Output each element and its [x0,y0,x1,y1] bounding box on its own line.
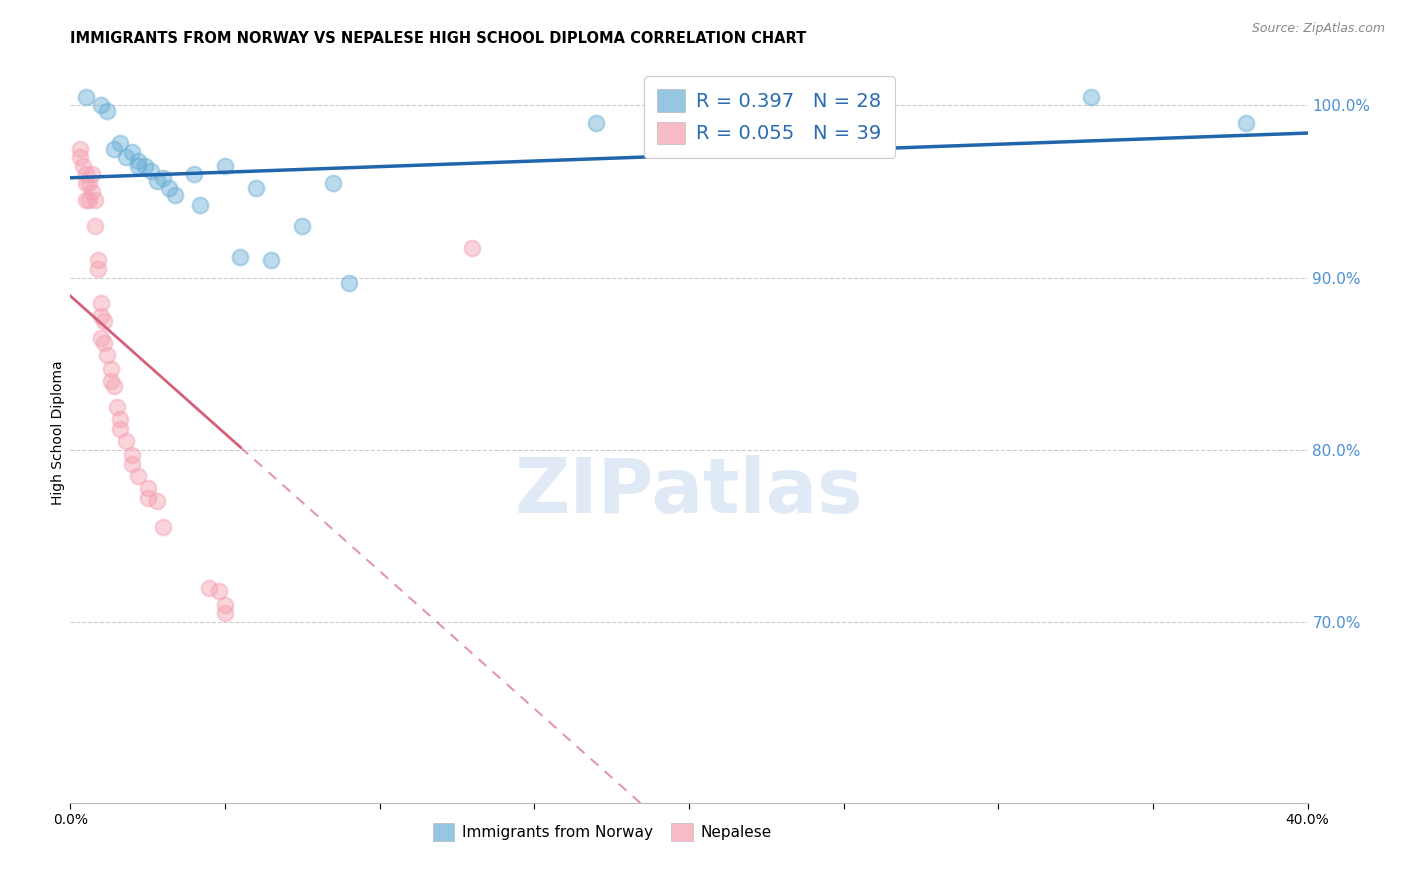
Point [198,581,221,595]
Point [157,181,180,195]
Point [100,374,122,388]
Point [103,379,125,393]
Point [165,188,187,202]
Point [75,176,97,190]
Point [84,193,107,207]
Point [188,198,211,212]
Point [80,185,103,199]
Point [1234,116,1257,130]
Point [103,142,125,156]
Point [77,193,100,207]
Point [69,142,91,156]
Point [1080,90,1102,104]
Point [337,276,360,290]
Point [108,412,131,426]
Point [90,98,112,112]
Point [322,176,344,190]
Point [87,262,110,277]
Point [152,520,174,534]
Point [100,362,122,376]
Point [146,494,169,508]
Point [93,314,115,328]
Point [80,167,103,181]
Point [146,174,169,188]
Point [134,159,156,173]
Point [208,584,231,599]
Point [69,150,91,164]
Point [127,159,149,173]
Point [214,607,236,621]
Point [75,90,97,104]
Point [127,468,149,483]
Point [585,116,607,130]
Point [121,457,143,471]
Point [72,159,94,173]
Point [115,434,138,449]
Point [139,164,162,178]
Point [93,336,115,351]
Point [136,491,159,505]
Text: ZIPatlas: ZIPatlas [515,455,863,529]
Point [229,250,252,264]
Text: Source: ZipAtlas.com: Source: ZipAtlas.com [1251,22,1385,36]
Point [75,167,97,181]
Point [121,448,143,462]
Point [152,170,174,185]
Point [105,400,128,414]
Point [183,167,205,181]
Point [127,153,149,168]
Point [108,136,131,151]
Point [75,193,97,207]
Point [121,145,143,159]
Point [90,296,112,310]
Point [461,241,484,255]
Point [115,150,138,164]
Legend: Immigrants from Norway, Nepalese: Immigrants from Norway, Nepalese [427,817,778,847]
Point [108,422,131,436]
Point [260,253,283,268]
Text: IMMIGRANTS FROM NORWAY VS NEPALESE HIGH SCHOOL DIPLOMA CORRELATION CHART: IMMIGRANTS FROM NORWAY VS NEPALESE HIGH … [70,31,807,46]
Point [87,253,110,268]
Point [90,309,112,323]
Point [291,219,314,233]
Point [214,598,236,612]
Point [96,348,118,362]
Point [214,159,236,173]
Y-axis label: High School Diploma: High School Diploma [51,360,65,505]
Point [77,176,100,190]
Point [136,481,159,495]
Point [96,103,118,118]
Point [245,181,267,195]
Point [90,331,112,345]
Point [84,219,107,233]
